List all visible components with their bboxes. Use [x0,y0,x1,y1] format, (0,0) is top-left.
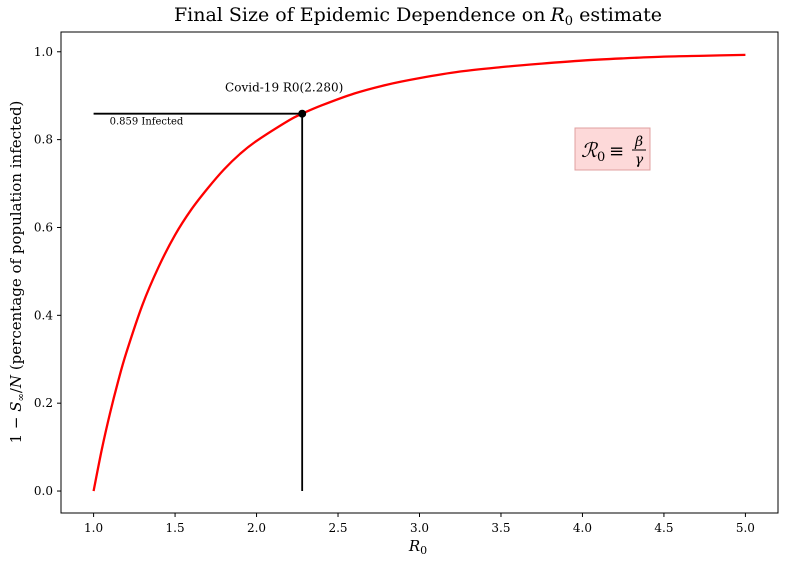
x-tick-label: 2.5 [328,521,347,535]
y-axis-label-subscript: ∞ [16,393,27,401]
formula-denominator: γ [635,152,644,168]
x-axis-ticks: 1.0 1.5 2.0 2.5 3.0 3.5 4.0 4.5 5.0 [84,513,755,535]
y-tick-label: 0.0 [34,484,53,498]
chart-title-main: Final Size of Epidemic Dependence on [174,4,546,26]
y-axis-label-slash: / [7,387,25,393]
y-tick-label: 1.0 [34,45,53,59]
formula-numerator: β [634,134,643,150]
formula-lhs: ℛ0 [581,138,605,165]
y-tick-label: 0.2 [34,396,53,410]
y-tick-label: 0.4 [34,308,53,322]
x-tick-label: 4.0 [573,521,592,535]
y-tick-label: 0.8 [34,133,53,147]
formula-box-background [574,127,651,171]
y-axis-label: 1 − S∞/N (percentage of population infec… [7,101,27,444]
formula-equiv: ≡ [609,141,624,162]
highlight-point [298,109,307,118]
y-axis-label-var: N [7,374,25,389]
highlight-point-label: Covid-19 R0(2.280) [225,81,343,95]
chart-title-subscript: 0 [565,14,573,29]
y-axis-ticks: 0.0 0.2 0.4 0.6 0.8 1.0 [34,45,61,498]
y-tick-label: 0.6 [34,220,53,234]
x-axis-label: R0 [408,537,427,557]
chart-title: Final Size of Epidemic Dependence on R0 e… [174,4,662,29]
x-tick-label: 4.5 [654,521,673,535]
x-axis-label-symbol: R [408,537,420,555]
y-axis-label-suffix: (percentage of population infected) [7,101,25,375]
formula-script-r: ℛ [581,138,599,162]
highlight-guides [93,112,304,492]
chart-title-symbol: R [549,4,564,26]
x-tick-label: 1.0 [84,521,103,535]
x-tick-label: 1.5 [166,521,185,535]
y-axis-label-symbol: S [7,401,25,411]
x-axis-label-subscript: 0 [420,544,427,557]
plot-area [60,31,779,514]
y-axis-label-prefix: 1 − [7,412,25,444]
series-line-final-size [92,53,746,492]
highlight-value-label: 0.859 Infected [110,117,184,128]
formula-subscript: 0 [597,150,605,165]
x-tick-label: 5.0 [736,521,755,535]
x-tick-label: 3.0 [410,521,429,535]
formula-box: ℛ0 ≡ β γ [574,127,651,171]
x-tick-label: 2.0 [247,521,266,535]
chart-title-suffix: estimate [573,4,662,26]
x-tick-label: 3.5 [491,521,510,535]
